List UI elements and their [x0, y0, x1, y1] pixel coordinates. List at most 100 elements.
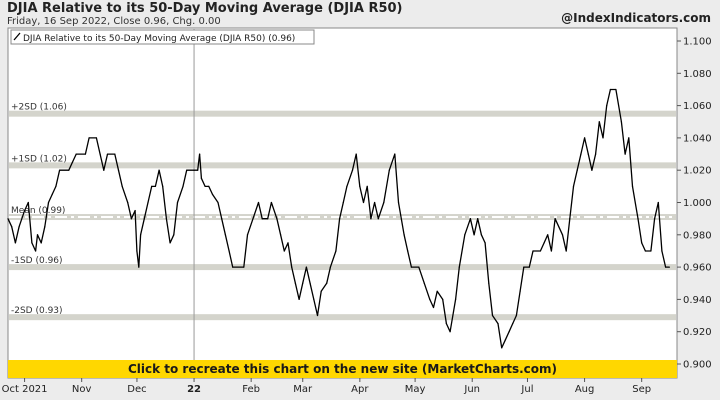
x-tick-label: Jul	[520, 384, 533, 395]
data-point	[162, 185, 164, 187]
data-point	[35, 250, 37, 252]
data-point	[644, 250, 647, 252]
data-point	[547, 234, 549, 236]
data-point	[294, 282, 296, 284]
chart-subtitle: Friday, 16 Sep 2022, Close 0.96, Chg. 0.…	[7, 16, 221, 27]
y-tick-label: 0.920	[683, 327, 712, 338]
data-point	[59, 169, 61, 171]
data-point	[24, 210, 26, 212]
data-point	[569, 218, 571, 220]
data-point	[359, 185, 361, 187]
data-point	[637, 218, 639, 220]
data-point	[158, 169, 160, 171]
data-point	[11, 226, 13, 228]
data-point	[173, 234, 175, 236]
data-point	[665, 266, 667, 268]
data-point	[200, 177, 202, 179]
sd-band	[9, 314, 676, 321]
data-point	[543, 242, 545, 244]
data-point	[84, 153, 86, 155]
reference-label: -2SD (0.93)	[11, 306, 63, 316]
legend-box	[10, 29, 315, 45]
data-point	[287, 242, 289, 244]
data-point	[615, 88, 617, 91]
data-point	[423, 282, 425, 284]
data-point	[283, 250, 285, 252]
data-point	[176, 201, 179, 204]
data-point	[445, 323, 447, 325]
data-point	[351, 169, 354, 171]
plot-area	[7, 27, 678, 379]
data-point	[394, 153, 396, 155]
data-point	[403, 234, 405, 236]
data-point	[165, 218, 167, 220]
data-point	[106, 153, 109, 155]
data-point	[532, 250, 534, 252]
data-point	[565, 250, 567, 252]
data-point	[305, 266, 307, 268]
data-point	[449, 331, 451, 333]
data-point	[598, 121, 600, 123]
reference-label: Mean (0.99)	[11, 206, 65, 216]
data-point	[329, 266, 331, 268]
data-point	[519, 290, 521, 292]
data-point	[182, 185, 184, 187]
data-point	[18, 226, 20, 228]
data-point	[140, 234, 142, 236]
legend-label: DJIA Relative to its 50-Day Moving Avera…	[23, 34, 295, 44]
data-point	[211, 193, 214, 195]
data-point	[75, 153, 77, 155]
data-point	[204, 185, 206, 187]
data-point	[199, 153, 201, 155]
data-point	[267, 218, 269, 220]
data-point	[429, 298, 431, 300]
data-point	[661, 250, 663, 252]
data-point	[228, 250, 230, 252]
data-point	[99, 153, 101, 155]
data-point	[36, 234, 39, 236]
data-point	[515, 314, 518, 317]
sd-band	[9, 162, 676, 169]
brand-link[interactable]: @IndexIndicators.com	[561, 11, 711, 25]
data-point	[488, 282, 490, 284]
reference-label: -1SD (0.96)	[11, 256, 63, 266]
data-point	[257, 201, 260, 204]
data-point	[130, 218, 132, 220]
data-point	[554, 218, 556, 220]
data-point	[504, 339, 506, 341]
data-point	[464, 234, 466, 236]
data-point	[103, 169, 105, 171]
y-tick-label: 1.100	[683, 37, 712, 48]
x-tick-label: Sep	[632, 384, 651, 395]
data-point	[587, 153, 589, 155]
data-point	[270, 201, 272, 204]
data-point	[298, 298, 300, 300]
data-point	[657, 201, 659, 204]
data-point	[628, 137, 630, 139]
data-point	[508, 331, 510, 333]
data-point	[51, 193, 53, 195]
data-point	[169, 242, 171, 244]
data-point	[136, 250, 138, 252]
data-point	[497, 323, 499, 325]
data-point	[151, 185, 153, 187]
data-point	[484, 242, 486, 244]
data-point	[121, 185, 123, 187]
data-point	[595, 153, 597, 155]
reference-label: +2SD (1.06)	[11, 103, 67, 113]
y-tick-label: 1.060	[683, 101, 712, 112]
y-tick-label: 0.960	[683, 263, 712, 274]
data-point	[355, 153, 357, 155]
data-point	[407, 250, 409, 252]
recreate-chart-banner[interactable]: Click to recreate this chart on the new …	[8, 360, 677, 378]
data-point	[458, 266, 460, 268]
data-point	[55, 185, 57, 187]
data-point	[455, 298, 457, 300]
x-tick-label: Apr	[351, 384, 369, 395]
data-point	[313, 298, 315, 300]
data-point	[550, 250, 553, 252]
y-tick-label: 1.020	[683, 166, 712, 177]
data-point	[134, 210, 136, 212]
data-point	[127, 201, 129, 204]
